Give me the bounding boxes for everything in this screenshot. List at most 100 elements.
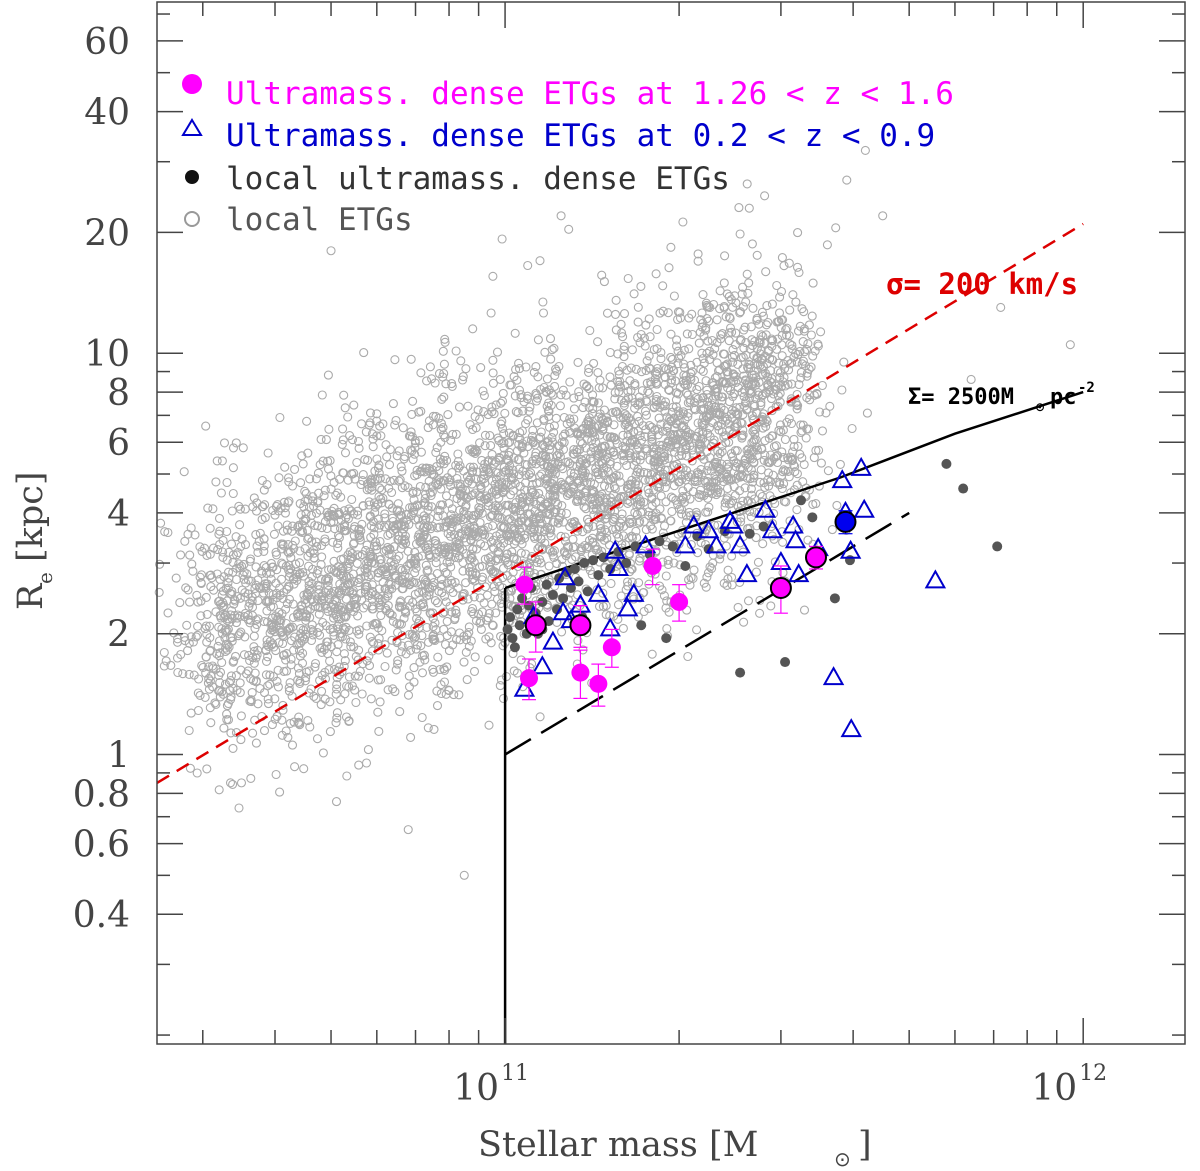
local-etg-point [538,308,549,318]
local-etg-point [503,438,513,448]
local-etg-point [671,418,681,428]
local-etg-point [495,374,505,384]
local-etg-point [694,492,704,503]
local-etg-point [742,269,752,279]
local-etg-point [514,364,525,374]
local-etg-point [326,642,336,652]
local-etg-point [694,489,705,500]
local-etg-point [461,500,471,510]
local-etg-point [231,670,241,681]
local-etg-point [660,372,670,383]
local-etg-point [406,732,416,742]
local-etg-point [643,484,653,494]
local-etg-point [202,637,212,647]
local-etg-point [545,528,555,538]
local-etg-point [544,422,555,432]
local-etg-point [349,642,359,652]
local-etg-point [439,522,449,532]
local-etg-point [275,412,285,423]
local-etg-point [557,627,567,637]
local-etg-point [763,468,774,478]
local-etg-point [631,364,641,374]
local-etg-point [817,380,827,391]
local-etg-point [750,401,760,412]
local-etg-point [461,647,471,657]
local-etg-point [206,582,216,592]
local-etg-point [464,475,474,485]
local-etg-point [755,477,765,487]
local-etg-point [507,516,517,526]
local-etg-point [792,357,802,367]
local-etg-point [797,453,807,463]
local-etg-point [204,621,215,631]
local-ultramassive-dense-point [512,604,523,615]
local-etg-point [779,479,789,489]
local-etg-point [284,477,294,487]
local-etg-point [338,435,348,445]
local-etg-point [602,308,613,318]
local-ultramassive-dense-point [502,624,513,635]
local-etg-point [612,407,622,417]
local-etg-point [676,446,686,456]
local-etg-point [420,493,430,504]
local-etg-point [284,571,294,582]
local-etg-point [362,656,372,666]
lowz-triangle-point [634,534,657,554]
local-etg-point [636,451,646,461]
local-etg-point [649,402,659,412]
local-etg-point [605,372,615,382]
local-etg-point [412,501,423,511]
local-etg-point [492,347,503,357]
local-etg-point [352,626,362,636]
local-etg-point [716,403,726,413]
local-etg-point [644,314,654,324]
local-etg-point [393,659,403,669]
local-etg-point [366,532,376,542]
local-etg-point [344,573,354,583]
local-etg-point [512,668,522,678]
local-etg-point [432,462,442,472]
local-etg-point [346,642,356,652]
local-ultramassive-dense-point [541,579,552,590]
local-etg-point [633,612,643,622]
local-etg-point [420,655,430,665]
local-etg-point [760,191,770,201]
local-etg-point [283,498,293,508]
local-ultramassive-dense-point [509,642,520,653]
local-etg-point [778,425,788,435]
local-etg-point [774,380,784,390]
local-etg-point [317,596,327,606]
local-etg-point [362,567,372,577]
local-etg-point [372,431,382,441]
local-etg-point [360,585,371,595]
local-etg-point [472,446,482,456]
local-etg-point [608,473,618,483]
local-etg-point [644,351,654,361]
local-etg-point [789,441,799,452]
local-etg-point [528,487,538,497]
local-etg-point [196,596,206,606]
local-etg-point [597,270,607,280]
local-etg-point [350,671,360,681]
local-etg-point [711,408,721,418]
local-etg-point [284,683,294,693]
local-etg-point [304,561,314,571]
local-etg-point [281,561,291,571]
local-etg-point [429,578,439,588]
local-etg-point [704,423,715,433]
local-etg-point [727,352,738,362]
local-etg-point [602,497,612,507]
local-etg-point [408,454,418,465]
local-etg-point [439,624,449,634]
local-etg-point [278,593,288,604]
local-etg-point [679,363,690,373]
local-etg-point [612,461,622,471]
local-etg-point [357,519,367,529]
local-etg-point [305,722,315,732]
local-etg-point [720,378,730,388]
local-etg-point [739,343,749,353]
local-etg-point [389,475,399,485]
local-etg-point [996,302,1006,313]
local-etg-point [525,497,535,507]
local-etg-point [644,488,654,498]
